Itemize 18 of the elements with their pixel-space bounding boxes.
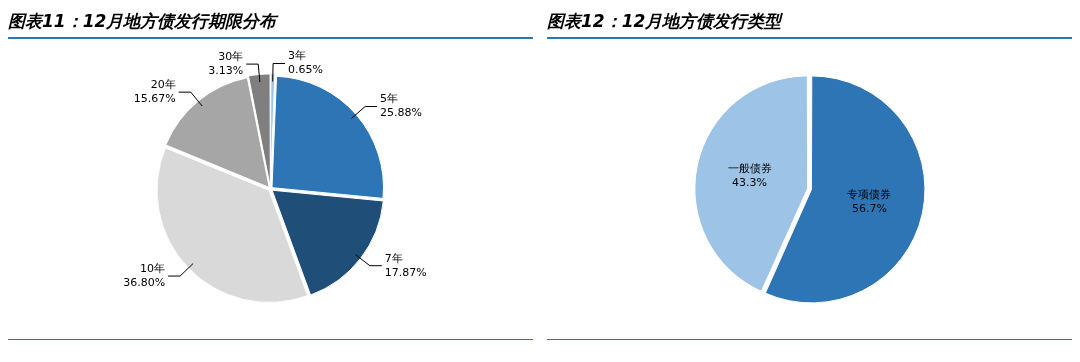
- chart-title: 图表11：12月地方债发行期限分布: [8, 8, 533, 39]
- slice-label: 专项债券: [847, 187, 892, 201]
- data-label: 43.3%: [732, 176, 768, 190]
- data-label: 56.7%: [851, 201, 887, 215]
- slice-label: 30年: [218, 49, 244, 63]
- slice-label: 5年: [380, 92, 399, 106]
- data-label: 0.65%: [288, 63, 324, 77]
- slice-label: 20年: [150, 77, 176, 91]
- data-label: 3.13%: [208, 63, 244, 77]
- data-label: 17.87%: [384, 265, 427, 279]
- data-label: 15.67%: [133, 91, 176, 105]
- chart-title: 图表12：12月地方债发行类型: [547, 8, 1072, 39]
- slice-label: 3年: [288, 49, 307, 63]
- slice-label: 7年: [384, 251, 403, 265]
- data-label: 25.88%: [380, 106, 423, 120]
- slice-label: 10年: [140, 261, 166, 275]
- data-label: 36.80%: [123, 275, 166, 289]
- slice-label: 一般债券: [727, 162, 772, 176]
